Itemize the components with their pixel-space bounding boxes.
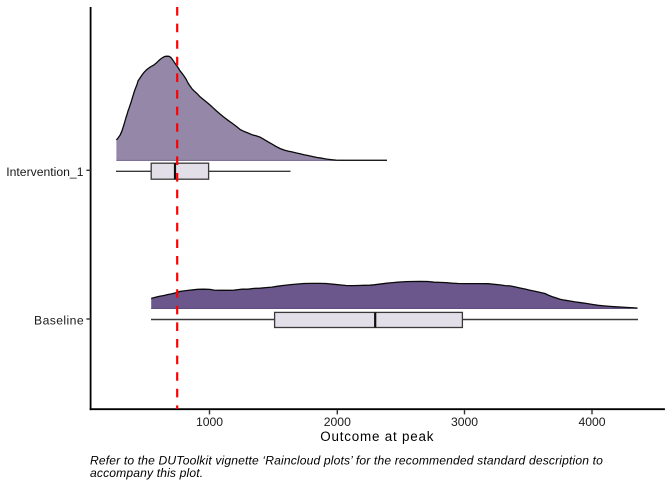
svg-text:1000: 1000 (196, 415, 223, 429)
svg-text:3000: 3000 (451, 415, 478, 429)
svg-text:accompany this plot.: accompany this plot. (90, 466, 203, 480)
svg-text:Refer to the DUToolkit vignett: Refer to the DUToolkit vignette ‘Rainclo… (90, 453, 603, 467)
svg-text:2000: 2000 (324, 415, 351, 429)
svg-text:Intervention_1: Intervention_1 (6, 165, 83, 179)
svg-text:4000: 4000 (578, 415, 605, 429)
svg-text:Outcome at peak: Outcome at peak (320, 429, 434, 444)
svg-text:Baseline: Baseline (34, 314, 84, 328)
